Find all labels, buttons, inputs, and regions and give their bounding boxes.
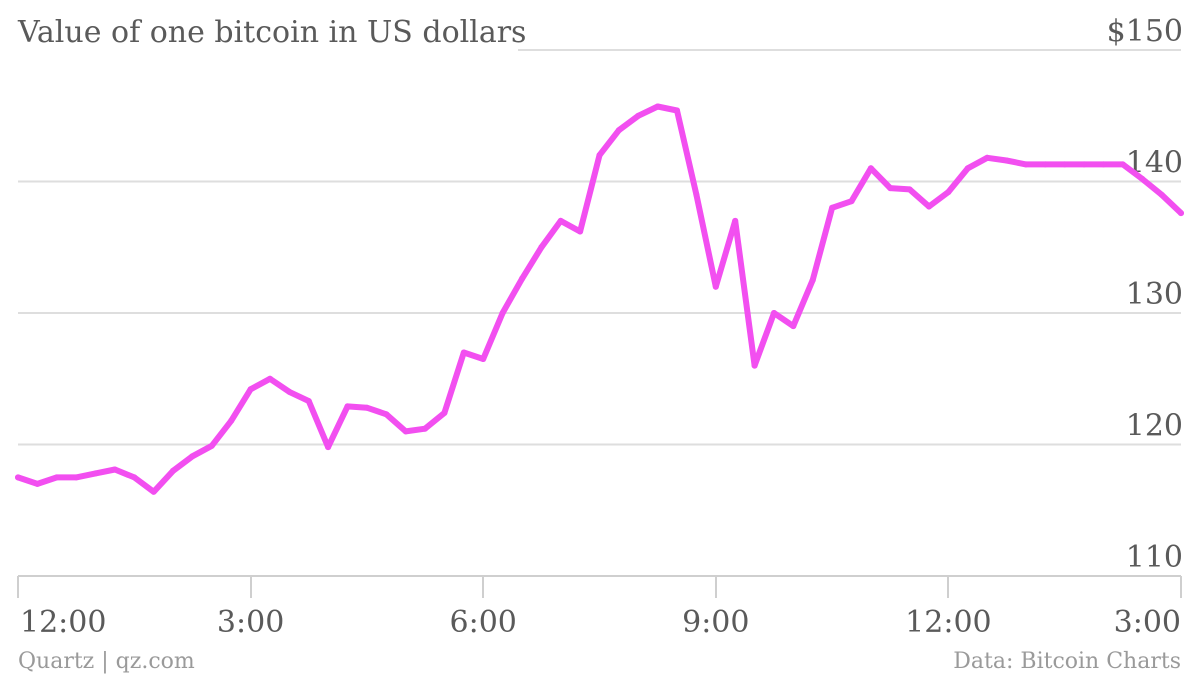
x-tick-label: 9:00 (682, 605, 749, 640)
x-tick-label: 6:00 (450, 605, 517, 640)
chart-title: Value of one bitcoin in US dollars (17, 15, 526, 50)
series-points (15, 103, 1184, 495)
data-point (73, 474, 80, 481)
data-point (1022, 161, 1029, 168)
data-point (906, 186, 913, 193)
data-point (1061, 161, 1068, 168)
data-point (557, 217, 564, 224)
data-point (829, 204, 836, 211)
data-point (170, 467, 177, 474)
data-point (247, 386, 254, 393)
source-credit: Quartz | qz.com (18, 649, 195, 674)
data-point (1003, 157, 1010, 164)
series-line (15, 103, 1184, 495)
data-point (1042, 161, 1049, 168)
data-point (1119, 161, 1126, 168)
data-point (848, 198, 855, 205)
y-tick-label: $150 (1107, 14, 1183, 49)
data-point (53, 474, 60, 481)
x-tick-label: 12:00 (905, 605, 991, 640)
data-point (867, 165, 874, 172)
y-tick-label: 110 (1126, 540, 1183, 575)
data-point (228, 417, 235, 424)
gridlines (18, 49, 1181, 577)
data-point (15, 474, 21, 481)
data-point (422, 425, 428, 432)
data-point (150, 488, 157, 495)
data-point (751, 362, 758, 369)
data-point (305, 398, 312, 405)
data-point (460, 349, 467, 356)
data-point (693, 191, 700, 198)
data-point (441, 409, 448, 416)
data-point (1178, 210, 1184, 217)
data-point (596, 152, 603, 159)
data-point (1139, 175, 1146, 182)
data-point (92, 470, 99, 477)
data-point (1081, 161, 1088, 168)
data-point (519, 275, 525, 282)
series-layer (15, 103, 1184, 495)
data-point (712, 283, 719, 290)
data-point (325, 444, 332, 451)
data-point (131, 474, 138, 481)
data-point (635, 112, 642, 119)
data-point (267, 375, 273, 382)
x-tick-label: 3:00 (217, 605, 284, 640)
data-point (383, 411, 390, 418)
data-point (790, 323, 797, 330)
data-point (189, 453, 196, 460)
data-point (208, 442, 215, 449)
data-point (809, 277, 816, 284)
data-point (984, 154, 991, 161)
x-tick-label: 3:00 (1114, 605, 1181, 640)
y-tick-label: 130 (1126, 277, 1183, 312)
data-point (1100, 161, 1107, 168)
data-point (344, 403, 351, 410)
data-point (732, 217, 739, 224)
data-point (286, 388, 293, 395)
data-point (674, 107, 680, 114)
data-point (1158, 191, 1165, 198)
x-tick-label: 12:00 (20, 605, 106, 640)
data-point (926, 203, 932, 210)
y-tick-label: 120 (1126, 409, 1183, 444)
data-point (499, 310, 506, 316)
x-axis: 12:00 3:00 6:00 9:00 12:00 3:00 (17, 576, 1182, 640)
data-point (964, 165, 971, 172)
data-point (771, 310, 777, 316)
data-point (887, 185, 894, 192)
data-source: Data: Bitcoin Charts (953, 649, 1181, 674)
data-point (34, 480, 41, 487)
data-point (538, 244, 545, 251)
data-point (945, 189, 952, 195)
data-point (615, 127, 622, 134)
data-point (654, 103, 661, 110)
data-point (480, 356, 487, 362)
data-point (363, 404, 370, 411)
data-point (111, 466, 118, 473)
data-point (577, 228, 584, 235)
data-point (402, 428, 409, 435)
